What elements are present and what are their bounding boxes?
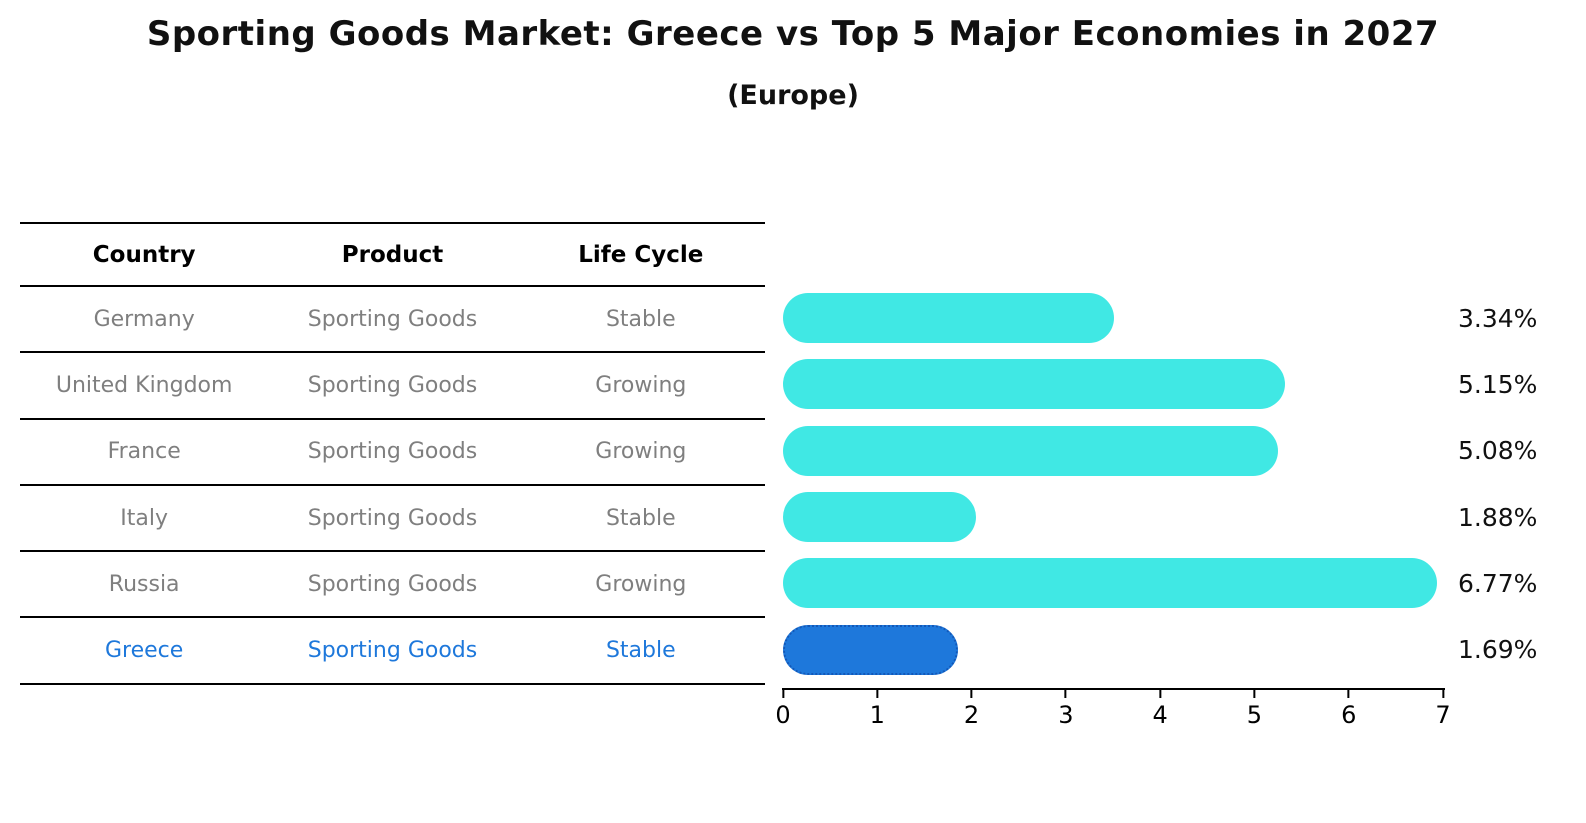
bar-row-italy xyxy=(783,484,1443,550)
x-tick-mark xyxy=(1253,690,1256,698)
value-label-france: 5.08% xyxy=(1458,436,1538,466)
x-tick-label: 3 xyxy=(1058,701,1074,729)
x-tick-mark xyxy=(1064,690,1067,698)
bar-row-united-kingdom xyxy=(783,351,1443,417)
x-tick-label: 0 xyxy=(775,701,791,729)
lifecycle-cell: Growing xyxy=(595,571,687,597)
x-tick-label: 5 xyxy=(1246,701,1263,729)
x-tick-mark xyxy=(1442,690,1444,698)
column-header-product: Product xyxy=(341,241,444,268)
x-tick-label: 1 xyxy=(869,701,885,729)
x-tick: 7 xyxy=(1435,690,1451,729)
value-label-italy: 1.88% xyxy=(1458,502,1538,532)
country-cell: Greece xyxy=(105,638,184,664)
x-tick-label: 7 xyxy=(1435,701,1451,729)
bar-united-kingdom xyxy=(783,359,1285,410)
value-label-united-kingdom: 5.15% xyxy=(1458,369,1538,399)
value-label-russia: 6.77% xyxy=(1458,568,1538,598)
country-cell: Russia xyxy=(108,571,180,597)
product-cell: Sporting Goods xyxy=(307,372,478,398)
table-row: Greece Sporting Goods Stable xyxy=(20,618,765,685)
bar-germany xyxy=(783,293,1114,343)
x-tick-mark xyxy=(782,690,784,698)
column-header-country: Country xyxy=(92,241,196,268)
x-tick-label: 4 xyxy=(1152,701,1168,729)
country-cell: France xyxy=(107,439,181,465)
bar-russia xyxy=(783,558,1438,609)
x-tick: 2 xyxy=(964,690,979,729)
x-tick: 6 xyxy=(1341,690,1356,729)
table-row: Germany Sporting Goods Stable xyxy=(20,287,765,354)
product-cell: Sporting Goods xyxy=(307,505,478,531)
x-tick-mark xyxy=(970,690,973,698)
table-row: Italy Sporting Goods Stable xyxy=(20,486,765,553)
x-tick: 0 xyxy=(775,690,791,729)
bar-chart xyxy=(783,285,1443,683)
chart-subtitle: (Europe) xyxy=(727,80,859,111)
lifecycle-cell: Stable xyxy=(605,638,676,664)
bar-group xyxy=(783,285,1443,683)
x-tick-label: 6 xyxy=(1341,701,1357,729)
x-tick-mark xyxy=(1159,690,1162,698)
table-row: United Kingdom Sporting Goods Growing xyxy=(20,353,765,420)
bar-greece xyxy=(783,624,959,675)
table-header-row: Country Product Life Cycle xyxy=(20,224,765,287)
country-cell: Italy xyxy=(120,505,169,531)
x-tick: 4 xyxy=(1153,690,1168,729)
value-label-greece: 1.69% xyxy=(1458,635,1538,665)
chart-title: Sporting Goods Market: Greece vs Top 5 M… xyxy=(146,14,1440,54)
x-tick-mark xyxy=(1347,690,1350,698)
value-labels: 3.34% 5.15% 5.08% 1.88% 6.77% 1.69% xyxy=(1458,285,1584,683)
value-label-germany: 3.34% xyxy=(1458,303,1538,333)
column-header-lifecycle: Life Cycle xyxy=(578,241,704,268)
country-cell: United Kingdom xyxy=(55,372,233,398)
product-cell: Sporting Goods xyxy=(307,439,478,465)
lifecycle-cell: Stable xyxy=(605,306,676,332)
bar-france xyxy=(783,425,1278,476)
country-table: Country Product Life Cycle Germany Sport… xyxy=(20,222,765,685)
x-axis-line xyxy=(782,688,1445,690)
product-cell: Sporting Goods xyxy=(307,638,478,664)
x-axis-ticks: 0 1 2 3 4 5 6 7 xyxy=(775,690,1451,738)
product-cell: Sporting Goods xyxy=(307,306,478,332)
lifecycle-cell: Growing xyxy=(595,439,687,465)
lifecycle-cell: Growing xyxy=(595,372,687,398)
bar-row-france xyxy=(783,418,1443,484)
lifecycle-cell: Stable xyxy=(605,505,676,531)
bar-row-russia xyxy=(783,550,1443,616)
table-row: Russia Sporting Goods Growing xyxy=(20,552,765,619)
bar-row-greece xyxy=(783,617,1443,683)
x-tick: 5 xyxy=(1247,690,1262,729)
x-tick: 3 xyxy=(1058,690,1073,729)
x-tick-label: 2 xyxy=(963,701,980,729)
table-row: France Sporting Goods Growing xyxy=(20,420,765,486)
product-cell: Sporting Goods xyxy=(307,571,478,597)
x-tick: 1 xyxy=(870,690,885,729)
country-cell: Germany xyxy=(93,306,195,332)
x-tick-mark xyxy=(876,690,879,698)
bar-row-germany xyxy=(783,285,1443,351)
bar-italy xyxy=(783,491,977,542)
